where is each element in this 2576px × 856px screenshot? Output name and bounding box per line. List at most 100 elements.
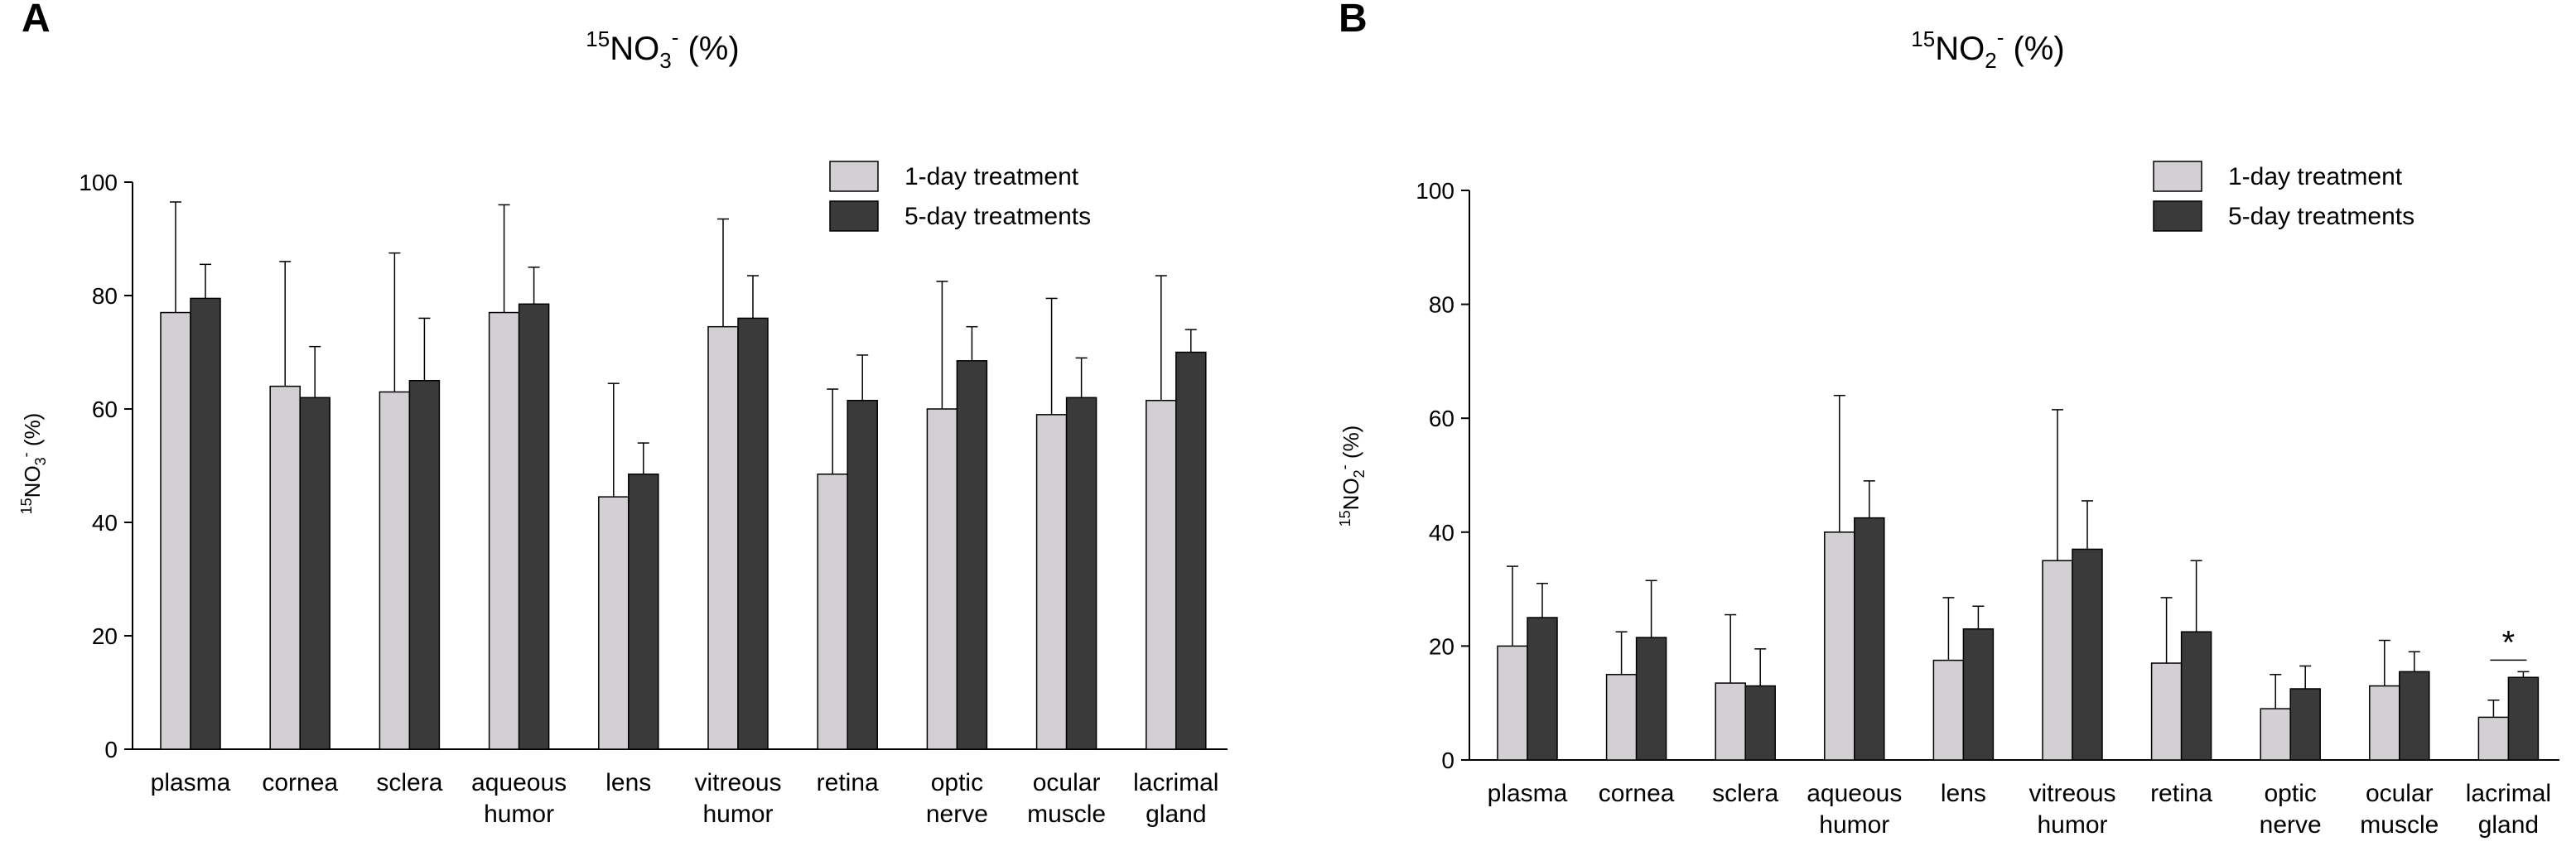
x-tick-label: plasma [1488,780,1568,807]
bar-1-day [1497,645,1528,761]
y-axis-label: 15NO3- (%) [17,413,49,515]
x-tick-label-line: humor [2037,811,2107,839]
bar-5-day [2399,671,2430,761]
ylabel-suffix: (%) [1339,426,1363,465]
x-tick-label-line: aqueous [471,769,567,796]
bar-1-day [926,408,958,750]
x-tick-label: lacrimal gland [2466,780,2551,839]
x-tick-label: optic nerve [926,769,988,828]
bar-5-day [1854,517,1885,761]
chart-title: 15NO3- (%) [586,25,739,73]
bar-1-day [1605,674,1638,761]
y-tick-label: 0 [1441,748,1454,773]
x-tick-label-line: retina [2150,780,2212,807]
x-tick-label-line: retina [817,769,879,796]
bar-1-day [2477,716,2510,761]
x-tick-label: aqueous humor [1807,780,1902,839]
x-tick-label-line: humor [484,801,554,828]
x-tick-label: optic nerve [2260,780,2322,839]
bar-1-day [1035,414,1068,750]
x-tick-label: ocular muscle [2360,780,2439,839]
panel-label: A [22,0,51,41]
y-tick-label: 100 [1416,178,1454,204]
bar-1-day [2260,708,2291,761]
panel-label: B [1339,0,1368,41]
x-tick-label: aqueous humor [471,769,567,828]
bar-1-day [269,385,301,750]
x-tick-label-line: gland [1146,801,1206,828]
y-axis-label: 15NO2- (%) [1336,426,1368,527]
x-tick-label: cornea [262,769,338,796]
bar-5-day [2180,631,2212,761]
x-tick-label: retina [2150,780,2212,807]
bar-1-day [1715,682,1746,761]
legend-label-5-day: 5-day treatments [904,203,1091,230]
bar-1-day [160,311,191,750]
y-tick-label: 80 [1429,292,1454,318]
title-suffix: (%) [2004,31,2064,67]
x-tick-label-line: aqueous [1807,780,1902,807]
bar-5-day [2507,676,2540,761]
ylabel-subscript: 3 [32,457,49,465]
bar-5-day [847,399,878,750]
y-tick-label: 60 [1429,406,1454,431]
bar-5-day [2072,548,2103,761]
bar-5-day [1635,637,1667,761]
bar-1-day [1146,399,1177,750]
chart-title: 15NO2- (%) [1911,25,2064,73]
bar-1-day [598,496,630,750]
legend-label-1-day: 1-day treatment [904,163,1079,190]
x-tick-label-line: optic [2265,780,2317,807]
ylabel-charge: - [1336,464,1353,469]
x-tick-label-line: nerve [2260,811,2322,839]
bar-5-day [737,317,769,750]
y-tick-label: 60 [92,397,118,422]
bar-1-day [2150,662,2183,761]
x-tick-label-line: vitreous [2028,780,2115,807]
bar-5-day [408,380,441,750]
y-tick-label: 20 [1429,633,1454,659]
bar-1-day [1932,659,1965,761]
bar-5-day [2289,688,2321,761]
x-tick-label: lacrimal gland [1133,769,1218,828]
bar-5-day [1175,351,1207,750]
x-tick-label-line: humor [1819,811,1889,839]
ylabel-subscript: 2 [1351,469,1368,478]
legend-label-5-day: 5-day treatments [2228,203,2414,230]
x-tick-label: vitreous humor [694,769,781,828]
title-charge: - [672,25,679,50]
x-tick-label: retina [817,769,879,796]
x-tick-label: plasma [151,769,231,796]
x-tick-label-line: ocular [2366,780,2434,807]
bar-5-day [956,360,988,750]
x-tick-label-line: cornea [1599,780,1675,807]
bar-5-day [1744,685,1776,761]
legend-swatch-5-day [2153,200,2202,232]
y-tick-label: 40 [92,510,118,536]
title-main: NO [610,31,659,67]
legend-swatch-1-day [2153,161,2202,192]
bar-5-day [1962,628,1995,761]
y-tick-label: 20 [92,623,118,649]
x-tick-label: sclera [376,769,442,796]
bar-5-day [190,297,221,750]
title-subscript: 3 [659,48,671,73]
legend-swatch-1-day [829,161,879,192]
y-tick-label: 0 [104,737,118,762]
bar-1-day [2369,685,2400,761]
x-tick-label: ocular muscle [1027,769,1106,828]
title-superscript: 15 [1911,26,1935,51]
x-tick-label: lens [1941,780,1986,807]
bar-5-day [1527,617,1558,761]
title-superscript: 15 [586,26,610,51]
bar-1-day [488,311,520,750]
x-tick-label-line: lens [1941,780,1986,807]
legend-label-1-day: 1-day treatment [2228,163,2403,190]
x-tick-label-line: nerve [926,801,988,828]
x-tick-label-line: optic [931,769,983,796]
title-subscript: 2 [1985,48,1996,73]
x-tick-label: sclera [1712,780,1778,807]
